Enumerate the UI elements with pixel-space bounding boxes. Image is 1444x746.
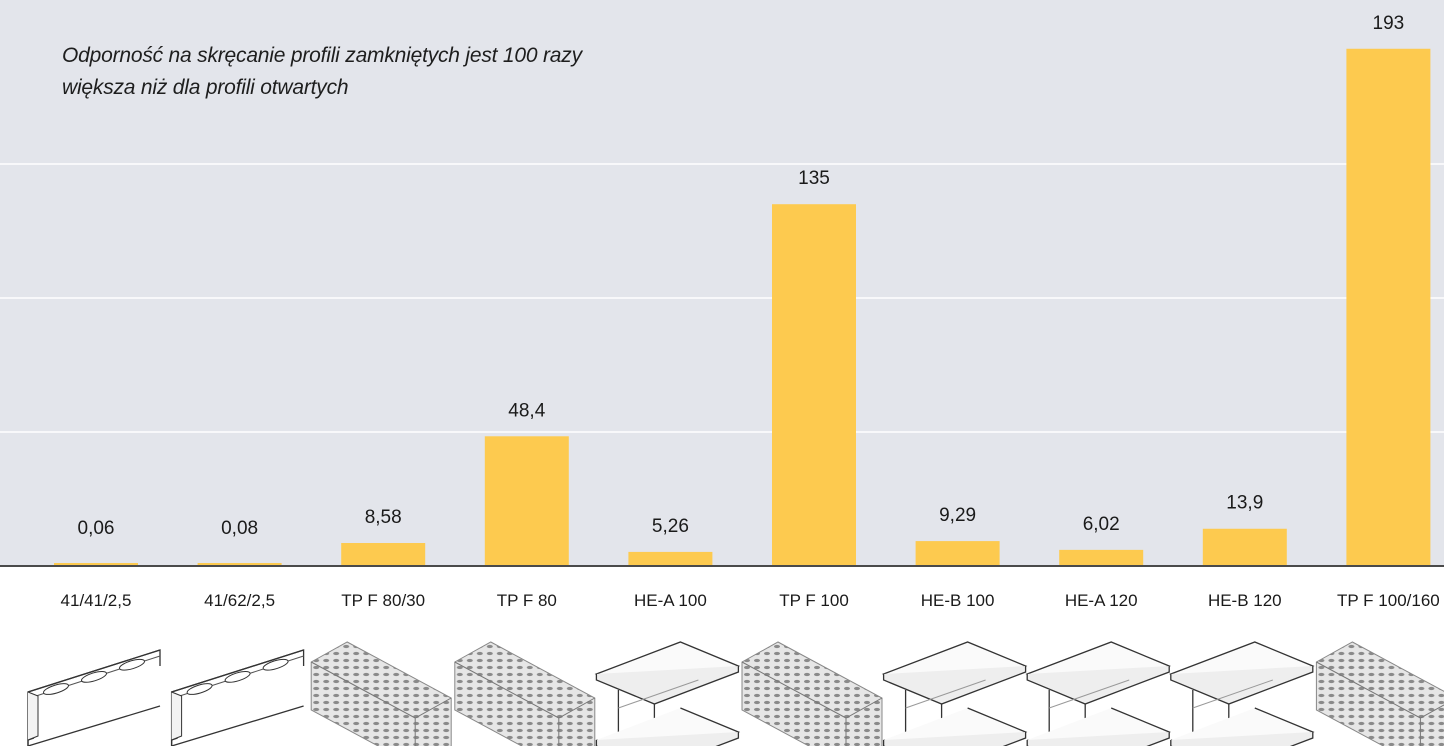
value-label: 0,08 bbox=[221, 518, 258, 539]
closed-profile-perforated-icon bbox=[455, 642, 595, 746]
value-label: 193 bbox=[1373, 13, 1405, 34]
bar bbox=[1203, 529, 1287, 566]
i-beam-icon bbox=[596, 642, 738, 746]
value-label: 8,58 bbox=[365, 507, 402, 528]
value-label: 5,26 bbox=[652, 516, 689, 537]
category-labels: 41/41/2,5 41/62/2,5 TP F 80/30 TP F 80 HE-A … bbox=[61, 591, 1440, 610]
category-label: HE-B 100 bbox=[921, 591, 995, 610]
category-label: TP F 80 bbox=[497, 591, 557, 610]
category-label: TP F 100 bbox=[779, 591, 849, 610]
bar bbox=[485, 436, 569, 566]
category-label: HE-B 120 bbox=[1208, 591, 1282, 610]
value-label: 135 bbox=[798, 168, 830, 189]
value-label: 9,29 bbox=[939, 505, 976, 526]
category-label: TP F 100/160 bbox=[1337, 591, 1440, 610]
bar bbox=[1059, 550, 1143, 566]
category-label: TP F 80/30 bbox=[341, 591, 425, 610]
closed-profile-perforated-icon bbox=[742, 642, 882, 746]
value-label: 13,9 bbox=[1226, 493, 1263, 514]
i-beam-icon bbox=[884, 642, 1026, 746]
category-label: HE-A 120 bbox=[1065, 591, 1138, 610]
bar bbox=[628, 552, 712, 566]
i-beam-icon bbox=[1171, 642, 1313, 746]
category-label: 41/41/2,5 bbox=[61, 591, 132, 610]
bar bbox=[1346, 49, 1430, 566]
bar bbox=[341, 543, 425, 566]
bars bbox=[54, 49, 1430, 566]
closed-profile-perforated-icon bbox=[1316, 642, 1444, 746]
category-label: 41/62/2,5 bbox=[204, 591, 275, 610]
bar bbox=[772, 204, 856, 566]
category-label: HE-A 100 bbox=[634, 591, 707, 610]
value-label: 6,02 bbox=[1083, 514, 1120, 535]
gridlines bbox=[0, 164, 1444, 432]
bar bbox=[916, 541, 1000, 566]
closed-profile-perforated-icon bbox=[311, 642, 451, 746]
c-channel-slotted-icon bbox=[172, 650, 304, 746]
value-label: 0,06 bbox=[78, 518, 115, 539]
profile-icons bbox=[28, 642, 1444, 746]
value-labels: 0,06 0,08 8,58 48,4 5,26 135 9,29 6,02 13,9 193 bbox=[78, 13, 1405, 539]
c-channel-slotted-icon bbox=[28, 650, 160, 746]
value-label: 48,4 bbox=[508, 400, 545, 421]
i-beam-icon bbox=[1027, 642, 1169, 746]
